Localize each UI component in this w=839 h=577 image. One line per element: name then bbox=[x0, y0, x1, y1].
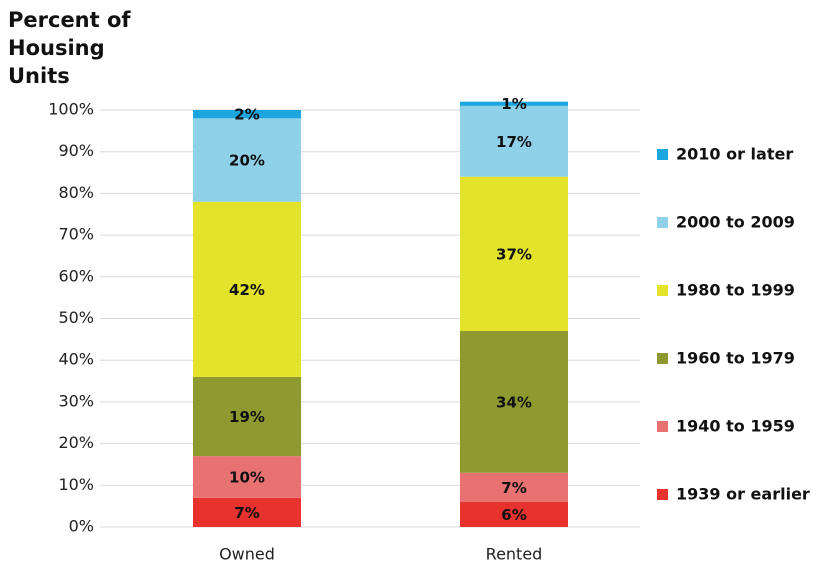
legend-swatch bbox=[657, 149, 668, 160]
legend-swatch bbox=[657, 353, 668, 364]
legend-label: 1960 to 1979 bbox=[676, 349, 795, 368]
bar-segment bbox=[460, 472, 568, 502]
value-label: 6% bbox=[501, 506, 526, 524]
value-label: 10% bbox=[229, 468, 265, 486]
bar-segment bbox=[460, 101, 568, 106]
value-label: 19% bbox=[229, 408, 265, 426]
y-tick-label: 50% bbox=[58, 308, 94, 327]
value-label: 42% bbox=[229, 281, 265, 299]
bar-segment bbox=[193, 376, 301, 457]
legend-label: 2000 to 2009 bbox=[676, 213, 795, 232]
legend-swatch bbox=[657, 285, 668, 296]
legend-swatch bbox=[657, 489, 668, 500]
bar-segment bbox=[460, 501, 568, 527]
y-tick-label: 10% bbox=[58, 475, 94, 494]
legend-swatch bbox=[657, 421, 668, 432]
y-tick-label: 60% bbox=[58, 266, 94, 285]
value-label: 17% bbox=[496, 133, 532, 151]
bar-segment bbox=[460, 105, 568, 177]
bar-segment bbox=[193, 201, 301, 377]
y-tick-label: 70% bbox=[58, 225, 94, 244]
bar-segment bbox=[460, 331, 568, 473]
bar-segment bbox=[193, 497, 301, 527]
y-tick-label: 100% bbox=[48, 100, 94, 119]
value-label: 7% bbox=[501, 479, 526, 497]
bar-segment bbox=[193, 110, 301, 119]
bar-segment bbox=[193, 118, 301, 202]
y-tick-label: 90% bbox=[58, 141, 94, 160]
y-tick-label: 40% bbox=[58, 350, 94, 369]
value-label: 34% bbox=[496, 393, 532, 411]
legend-label: 1940 to 1959 bbox=[676, 417, 795, 436]
legend-label: 1939 or earlier bbox=[676, 485, 810, 504]
x-tick-label: Owned bbox=[219, 545, 275, 564]
y-tick-label: 30% bbox=[58, 391, 94, 410]
y-tick-label: 0% bbox=[69, 517, 94, 536]
x-tick-label: Rented bbox=[486, 545, 543, 564]
y-tick-label: 20% bbox=[58, 433, 94, 452]
legend-label: 1980 to 1999 bbox=[676, 281, 795, 300]
value-label: 2% bbox=[234, 106, 259, 124]
value-label: 7% bbox=[234, 504, 259, 522]
bar-segment bbox=[193, 456, 301, 498]
value-label: 20% bbox=[229, 152, 265, 170]
legend-label: 2010 or later bbox=[676, 145, 793, 164]
bar-segment bbox=[460, 176, 568, 332]
chart-title: Percent of Housing Units bbox=[8, 8, 131, 88]
legend-swatch bbox=[657, 217, 668, 228]
value-label: 37% bbox=[496, 245, 532, 263]
y-tick-label: 80% bbox=[58, 183, 94, 202]
value-label: 1% bbox=[501, 95, 526, 113]
